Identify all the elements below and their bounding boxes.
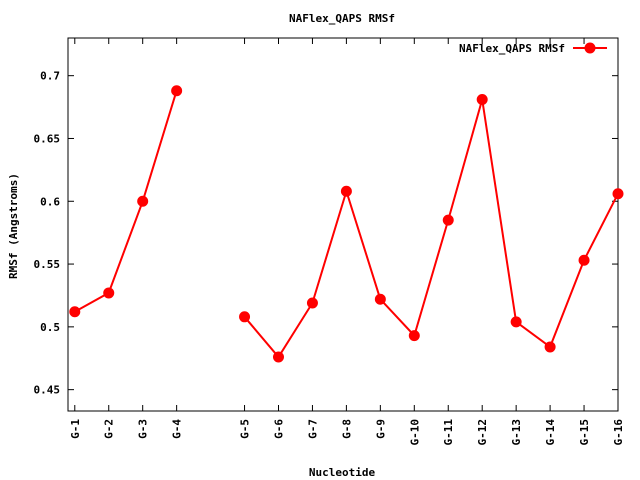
plot-frame: [67, 37, 619, 412]
x-tick-label: G-16: [612, 419, 625, 446]
data-point: [272, 351, 284, 363]
x-axis: G-1 G-2 G-3 G-4 G-5 G-6 G-7 G-8 G-9 G-10 G-11 G-12 G…: [69, 38, 625, 446]
data-point: [544, 341, 556, 353]
x-tick-label: G-4: [171, 419, 184, 439]
series-group: [69, 85, 624, 363]
y-axis-label: RMSf (Angstroms): [7, 173, 20, 279]
data-point: [578, 254, 590, 266]
x-tick-label: G-1: [69, 419, 82, 439]
series-layer: [69, 85, 624, 363]
data-point: [476, 94, 488, 106]
y-tick-label: 0.55: [34, 258, 61, 271]
x-tick-label: G-3: [137, 419, 150, 439]
data-point: [103, 287, 115, 299]
data-point: [171, 85, 183, 97]
y-tick-label: 0.65: [34, 132, 61, 145]
series-line: [74, 90, 178, 313]
data-point: [408, 330, 420, 342]
data-point: [374, 293, 386, 305]
legend-marker-swatch: [584, 42, 596, 54]
y-tick-label: 0.5: [40, 321, 60, 334]
x-tick-label: G-12: [476, 419, 489, 446]
data-point: [510, 316, 522, 328]
legend-label: NAFlex_QAPS RMSf: [459, 42, 565, 55]
y-tick-label: 0.6: [40, 195, 60, 208]
data-point: [442, 214, 454, 226]
y-tick-label: 0.7: [40, 70, 60, 83]
x-tick-label: G-8: [340, 419, 353, 439]
series-line: [243, 99, 619, 359]
x-tick-label: G-13: [510, 419, 523, 446]
chart-title: NAFlex_QAPS RMSf: [289, 12, 395, 25]
y-axis: 0.45 0.5 0.55 0.6 0.65 0.7: [34, 70, 618, 397]
x-tick-label: G-7: [306, 419, 319, 439]
y-tick-label: 0.45: [34, 384, 61, 397]
x-tick-label: G-15: [578, 419, 591, 446]
x-axis-label: Nucleotide: [309, 466, 376, 479]
x-tick-label: G-5: [239, 419, 252, 439]
x-tick-label: G-9: [374, 419, 387, 439]
data-point: [137, 195, 149, 207]
data-point: [340, 185, 352, 197]
x-tick-label: G-14: [544, 419, 557, 446]
x-tick-label: G-6: [272, 419, 285, 439]
legend: NAFlex_QAPS RMSf: [459, 42, 607, 55]
data-point: [239, 311, 251, 323]
x-tick-label: G-10: [408, 419, 421, 446]
x-tick-label: G-2: [103, 419, 116, 439]
data-point: [306, 297, 318, 309]
data-point: [612, 188, 624, 200]
x-tick-label: G-11: [442, 419, 455, 446]
data-point: [69, 306, 81, 318]
